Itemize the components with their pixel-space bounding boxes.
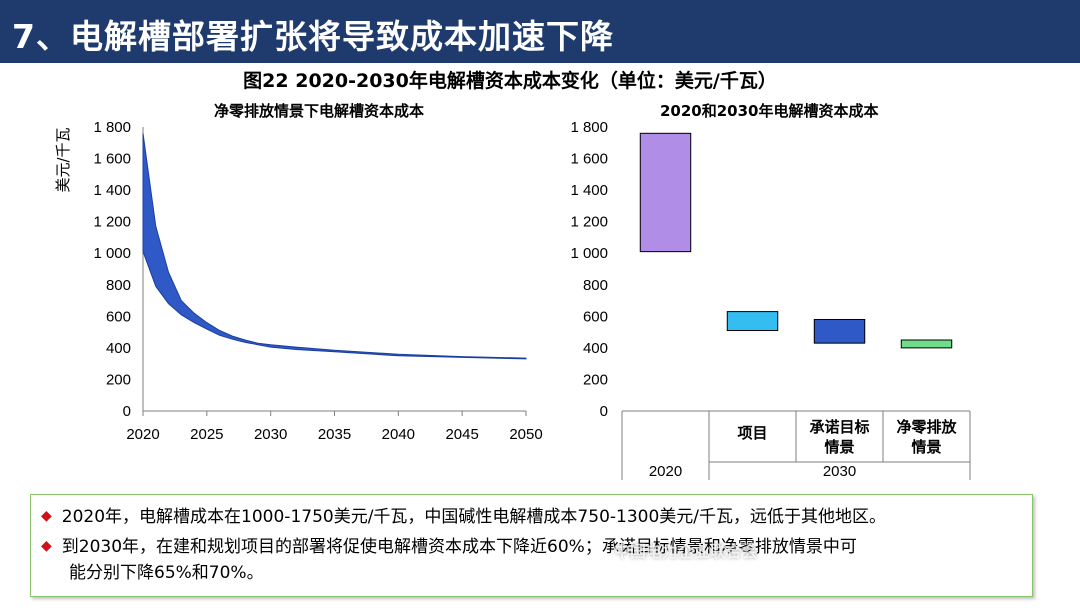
y-tick-label: 1 800 — [570, 119, 608, 136]
y-tick-label: 1 600 — [93, 151, 131, 168]
x-tick-label: 2040 — [382, 426, 415, 443]
y-tick-label: 1 800 — [93, 119, 131, 136]
x-tick-label: 2050 — [509, 426, 542, 443]
y-tick-label: 0 — [123, 403, 131, 420]
category-label: 项目 — [737, 424, 767, 442]
y-tick-label: 800 — [106, 277, 131, 294]
y-tick-label: 1 200 — [93, 214, 131, 231]
y-tick-label: 1 400 — [93, 182, 131, 199]
note-item: ◆ 2020年，电解槽成本在1000-1750美元/千瓦，中国碱性电解槽成本750… — [41, 505, 886, 530]
x-tick-label: 2035 — [318, 426, 351, 443]
right-range-bar-chart: 0 200 400 600 800 1 000 1 200 1 400 1 600 1 800 项目… — [570, 119, 970, 480]
charts-canvas: 0 200 400 600 800 1 000 1 200 1 400 1 600 1 800 20… — [0, 0, 1080, 490]
y-tick-label: 800 — [583, 277, 608, 294]
x-tick-label: 2030 — [254, 426, 287, 443]
range-bar — [727, 312, 777, 331]
group-label: 2020 — [649, 463, 682, 480]
watermark-text: 中国电力企业联合会 — [614, 538, 1034, 578]
category-label: 净零排放 — [896, 418, 957, 436]
note-item-continuation: 能分别下降65%和70%。 — [69, 561, 264, 585]
diamond-bullet-icon: ◆ — [41, 508, 52, 524]
category-label: 情景 — [824, 438, 854, 456]
y-tick-label: 1 000 — [570, 245, 608, 262]
range-bar — [814, 319, 864, 343]
cost-range-area — [143, 133, 526, 359]
note-text: 2020年，电解槽成本在1000-1750美元/千瓦，中国碱性电解槽成本750-… — [62, 507, 886, 527]
x-tick-label: 2045 — [445, 426, 478, 443]
y-tick-label: 600 — [106, 308, 131, 325]
y-tick-label: 400 — [583, 340, 608, 357]
x-tick-label: 2025 — [190, 426, 223, 443]
range-bar — [901, 340, 951, 348]
y-tick-label: 200 — [106, 371, 131, 388]
y-tick-label: 600 — [583, 308, 608, 325]
y-tick-label: 200 — [583, 371, 608, 388]
category-label: 情景 — [911, 438, 941, 456]
y-tick-label: 400 — [106, 340, 131, 357]
y-tick-label: 1 600 — [570, 151, 608, 168]
diamond-bullet-icon: ◆ — [41, 538, 52, 554]
left-area-chart: 0 200 400 600 800 1 000 1 200 1 400 1 600 1 800 20… — [54, 119, 543, 443]
y-axis-label: 美元/千瓦 — [54, 127, 72, 192]
y-tick-label: 1 200 — [570, 214, 608, 231]
y-tick-label: 1 400 — [570, 182, 608, 199]
y-tick-label: 0 — [600, 403, 608, 420]
y-tick-label: 1 000 — [93, 245, 131, 262]
range-bar — [640, 133, 690, 251]
x-tick-label: 2020 — [126, 426, 159, 443]
category-label: 承诺目标 — [809, 418, 869, 436]
group-label: 2030 — [823, 463, 856, 480]
